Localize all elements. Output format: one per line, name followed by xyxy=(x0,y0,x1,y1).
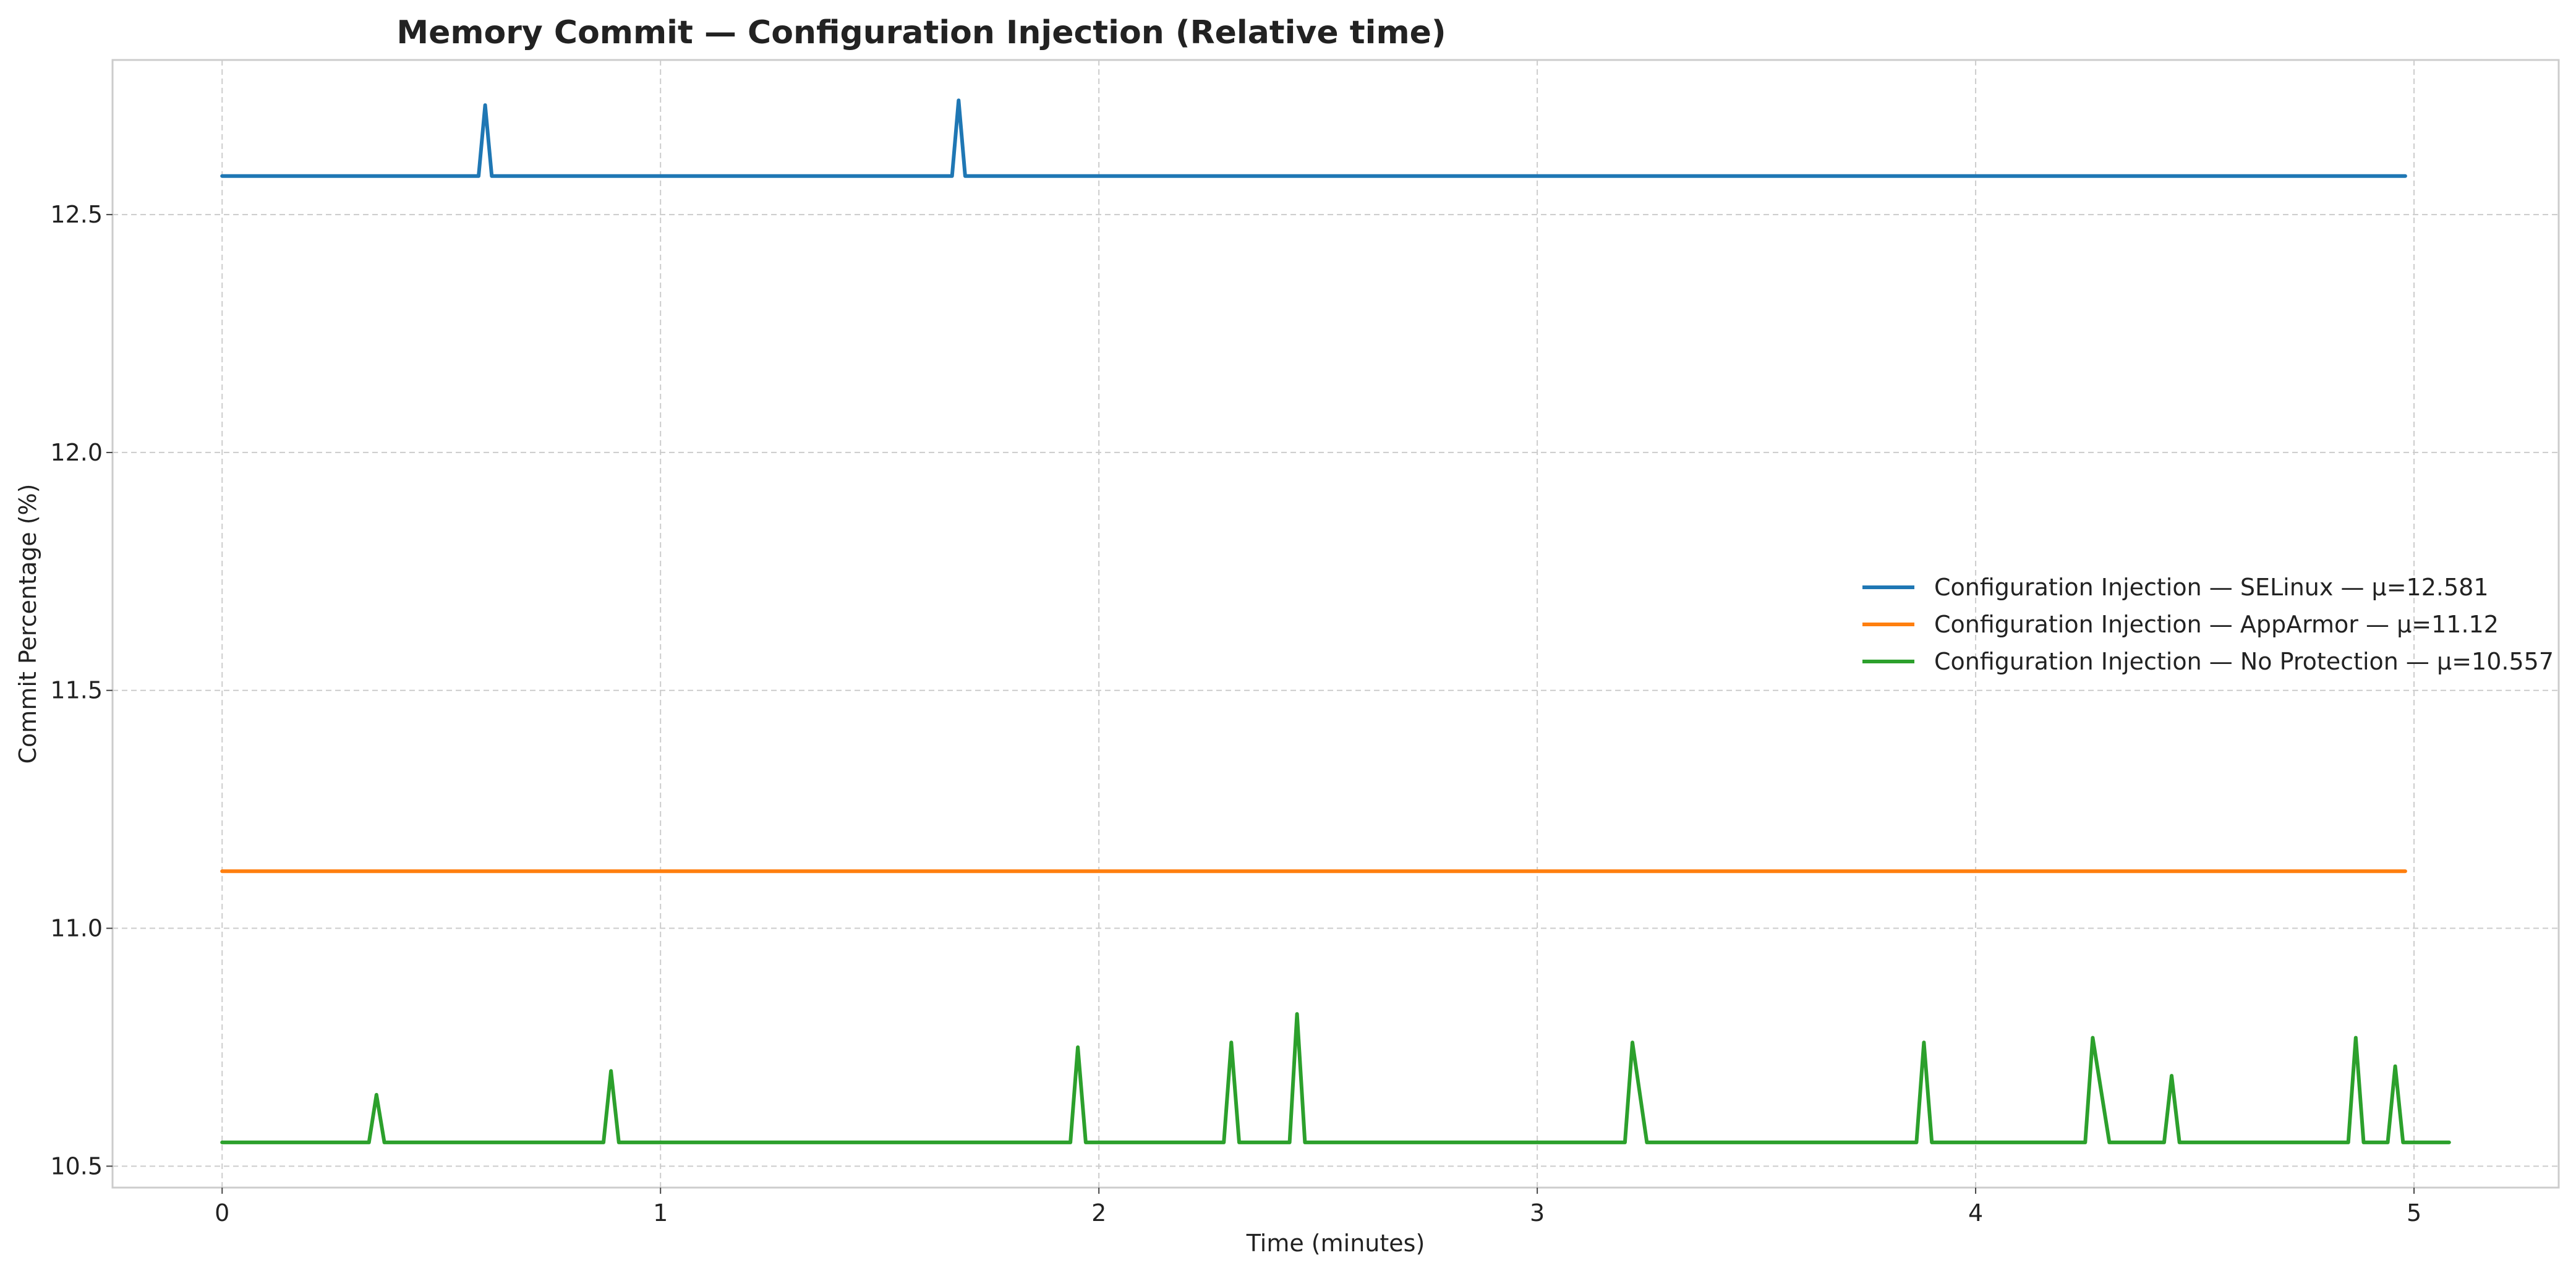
legend: Configuration Injection — SELinux — μ=12… xyxy=(1862,574,2554,675)
x-tick-label: 0 xyxy=(215,1199,229,1227)
y-tick-label: 11.5 xyxy=(50,677,103,704)
x-tick-label: 5 xyxy=(2407,1199,2421,1227)
x-tick-label: 3 xyxy=(1530,1199,1545,1227)
chart-title: Memory Commit — Configuration Injection … xyxy=(396,14,1446,51)
y-tick-label: 10.5 xyxy=(50,1152,103,1180)
x-axis-label: Time (minutes) xyxy=(1246,1230,1425,1257)
series-line-no-protection xyxy=(220,1012,2451,1144)
y-tick-label: 12.0 xyxy=(50,439,103,466)
x-tick-label: 4 xyxy=(1968,1199,1983,1227)
x-tick-label: 2 xyxy=(1091,1199,1106,1227)
series-lines xyxy=(220,98,2451,1144)
y-tick-label: 11.0 xyxy=(50,915,103,942)
legend-label-selinux: Configuration Injection — SELinux — μ=12… xyxy=(1934,574,2489,601)
legend-label-no-protection: Configuration Injection — No Protection … xyxy=(1934,648,2554,675)
axis-ticks: 0 1 2 3 4 5 10.5 11.0 11.5 12.0 12.5 xyxy=(50,201,2421,1227)
legend-label-apparmor: Configuration Injection — AppArmor — μ=1… xyxy=(1934,611,2499,638)
y-tick-label: 12.5 xyxy=(50,201,103,228)
x-tick-label: 1 xyxy=(653,1199,668,1227)
grid xyxy=(113,60,2559,1188)
series-line-selinux xyxy=(220,98,2407,178)
y-axis-label: Commit Percentage (%) xyxy=(14,484,41,764)
plot-area-frame xyxy=(111,59,2560,1189)
